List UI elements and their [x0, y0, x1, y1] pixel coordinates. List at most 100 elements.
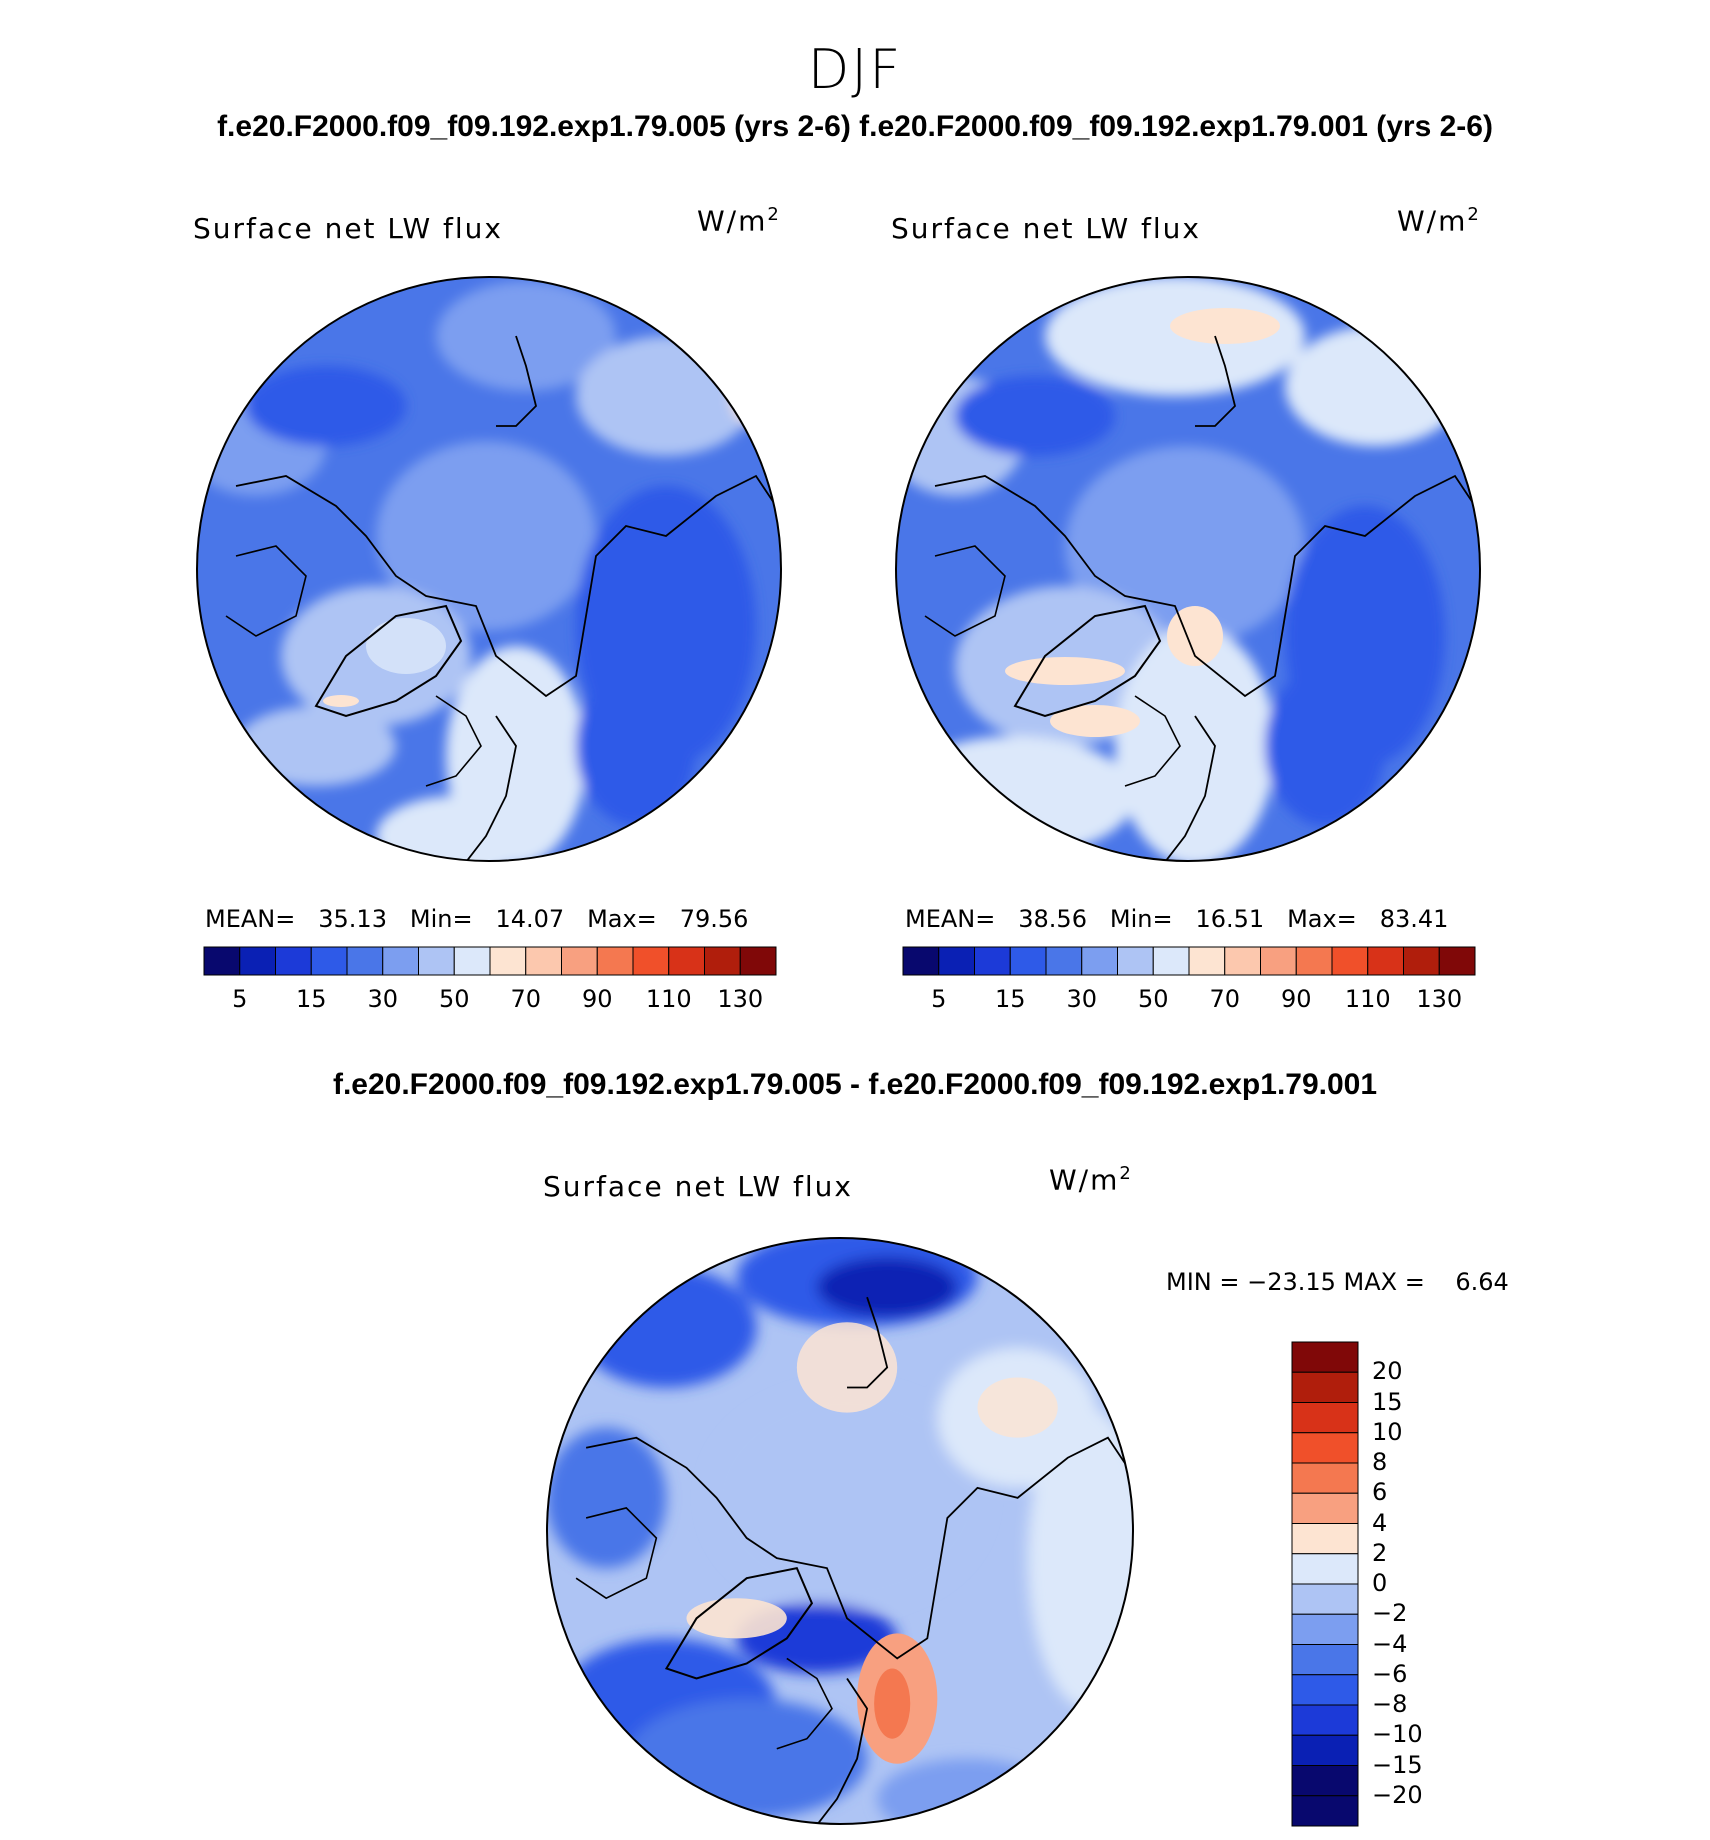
panel1-arctic-ocean-field [376, 441, 596, 631]
panel2-colorbar-tick-label: 5 [931, 985, 947, 1013]
diff-hudson-bay-coast [575, 1507, 658, 1600]
panel1-colorbar-swatch [382, 946, 419, 976]
panel1-colorbar-swatch [310, 946, 348, 976]
diff-variable-title: Surface net LW flux [543, 1170, 853, 1203]
panel2-colorbar-swatch [938, 946, 975, 976]
panel2-colorbar-swatch [1438, 946, 1476, 976]
panel2-colorbar-tick-label: 50 [1137, 985, 1169, 1013]
diff-colorbar-swatch [1291, 1402, 1359, 1434]
panel1-colorbar-swatch [739, 946, 777, 976]
panel1-colorbar-swatch [632, 946, 670, 976]
panel2-warm-pacific [1170, 308, 1280, 344]
diff-units: W/m2 [1049, 1163, 1133, 1197]
panel2-colorbar [902, 946, 1476, 976]
diff-colorbar-swatch [1291, 1553, 1359, 1585]
panel2-colorbar-swatch [1081, 946, 1118, 976]
panel2-variable-title: Surface net LW flux [891, 212, 1201, 245]
diff-colorbar-swatch [1291, 1674, 1359, 1706]
panel1-colorbar-swatch [203, 946, 241, 976]
panel1-colorbar-swatch [489, 946, 527, 976]
panel1-map-border [196, 276, 782, 862]
panel1-polar-map [196, 276, 782, 862]
panel2-colorbar-tick-label: 110 [1344, 985, 1391, 1013]
panel2-greenland-coast [1013, 604, 1162, 718]
diff-colorbar-swatch [1291, 1523, 1359, 1555]
diff-polar-map [546, 1237, 1134, 1825]
panel1-colorbar [203, 946, 777, 976]
panel2-colorbar-swatch [1331, 946, 1369, 976]
diff-colorbar-tick-label: −10 [1372, 1720, 1423, 1749]
diff-colorbar-tick-label: 15 [1372, 1387, 1403, 1416]
panel1-coastline [235, 474, 777, 698]
diff-greenland-coast [664, 1566, 814, 1680]
panel2-colorbar-tick-label: 15 [994, 985, 1026, 1013]
panel1-colorbar-swatch [418, 946, 455, 976]
panel2-coastline [934, 474, 1476, 698]
panel2-colorbar-labels: 5 15 30 50 70 90 110 130 [903, 985, 1475, 1015]
diff-warm-arctic [796, 1322, 898, 1413]
panel1-colorbar-swatch [239, 946, 276, 976]
panel2-colorbar-swatch [1188, 946, 1226, 976]
panel1-colorbar-tick-label: 30 [367, 985, 399, 1013]
diff-map-border [546, 1237, 1134, 1825]
diff-colorbar-swatch [1291, 1492, 1359, 1524]
panel1-colorbar-tick-label: 50 [438, 985, 470, 1013]
panel2-colorbar-swatch [1117, 946, 1154, 976]
diff-colorbar-tick-label: 10 [1372, 1417, 1403, 1446]
panel1-colorbar-tick-label: 110 [645, 985, 692, 1013]
panel2-colorbar-swatch [974, 946, 1011, 976]
panel1-colorbar-tick-label: 70 [510, 985, 542, 1013]
panel1-pacific-field [436, 281, 616, 391]
season-title: DJF [807, 38, 903, 101]
panel2-pacific-field [1045, 277, 1305, 396]
panel2-colorbar-swatch [902, 946, 940, 976]
diff-colorbar-tick-label: 4 [1372, 1508, 1388, 1537]
panel1-variable-title: Surface net LW flux [193, 212, 503, 245]
panel2-hudson-bay-coast [924, 545, 1006, 637]
panel1-colorbar-swatch [275, 946, 312, 976]
panel1-colorbar-swatch [346, 946, 384, 976]
diff-coastline [585, 1436, 1129, 1660]
diff-minmax: MIN = −23.15 MAX = 6.64 [1166, 1268, 1509, 1296]
panel2-polar-map [895, 276, 1481, 862]
panel1-units: W/m2 [697, 204, 781, 238]
panel2-colorbar-swatch [1295, 946, 1333, 976]
diff-colorbar-swatch [1291, 1371, 1359, 1403]
case-titles: f.e20.F2000.f09_f09.192.exp1.79.005 (yrs… [0, 110, 1710, 144]
diff-colorbar-tick-label: 20 [1372, 1357, 1403, 1386]
diff-colorbar-swatch [1291, 1613, 1359, 1645]
diff-colorbar-swatch [1291, 1795, 1359, 1827]
diff-colorbar-tick-label: 6 [1372, 1478, 1388, 1507]
panel2-units: W/m2 [1397, 204, 1481, 238]
diff-colorbar-tick-label: 8 [1372, 1448, 1388, 1476]
panel2-colorbar-tick-label: 70 [1209, 985, 1241, 1013]
panel1-greenland-coast [314, 604, 463, 718]
panel2-colorbar-swatch [1009, 946, 1047, 976]
panel1-colorbar-tick-label: 5 [232, 985, 248, 1013]
panel2-colorbar-swatch [1403, 946, 1440, 976]
panel1-colorbar-tick-label: 90 [581, 985, 613, 1013]
panel2-colorbar-swatch [1152, 946, 1190, 976]
panel1-warm-spot [323, 695, 359, 707]
diff-colorbar-tick-label: −15 [1372, 1750, 1423, 1779]
panel2-colorbar-swatch [1224, 946, 1261, 976]
panel1-colorbar-swatch [525, 946, 562, 976]
diff-alaska-field [576, 1267, 757, 1388]
panel1-stats: MEAN= 35.13 Min= 14.07 Max= 79.56 [205, 905, 749, 933]
diff-colorbar-swatch [1291, 1704, 1359, 1736]
diff-colorbar-tick-label: −2 [1372, 1599, 1408, 1628]
panel2-colorbar-swatch [1367, 946, 1404, 976]
diff-colorbar-tick-label: 2 [1372, 1538, 1388, 1567]
panel1-colorbar-swatch [561, 946, 598, 976]
diff-title: f.e20.F2000.f09_f09.192.exp1.79.005 - f.… [332, 1068, 1378, 1101]
case-title-left: f.e20.F2000.f09_f09.192.exp1.79.005 (yrs… [217, 110, 851, 143]
panel2-colorbar-tick-label: 30 [1066, 985, 1098, 1013]
diff-colorbar-swatch [1291, 1432, 1359, 1464]
case-title-right: f.e20.F2000.f09_f09.192.exp1.79.001 (yrs… [859, 110, 1493, 143]
panel1-colorbar-swatch [596, 946, 634, 976]
diff-colorbar-swatch [1291, 1644, 1359, 1676]
panel1-hudson-bay-coast [225, 545, 307, 637]
panel1-colorbar-swatch [668, 946, 705, 976]
panel2-colorbar-swatch [1260, 946, 1297, 976]
diff-colorbar-tick-label: −6 [1372, 1659, 1408, 1688]
